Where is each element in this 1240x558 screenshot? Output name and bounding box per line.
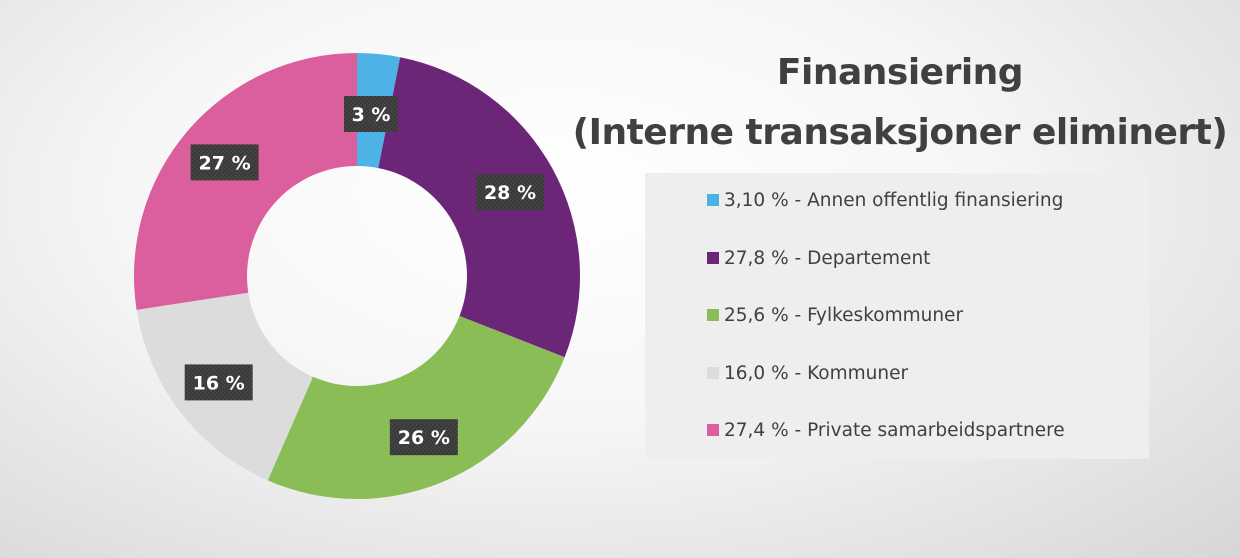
- data-label-annen-offentlig: 3 %: [352, 104, 391, 126]
- data-label-box: [476, 174, 545, 211]
- data-label-kommuner: 16 %: [193, 372, 245, 394]
- legend-label: 27,8 % - Departement: [724, 247, 931, 269]
- legend-item-annen-offentlig: 3,10 % - Annen offentlig finansiering: [707, 185, 1063, 215]
- legend-swatch: [707, 194, 719, 206]
- slice-fylkeskommuner: [267, 316, 565, 499]
- legend-item-private: 27,4 % - Private samarbeidspartnere: [707, 415, 1065, 445]
- legend-label: 16,0 % - Kommuner: [724, 362, 909, 384]
- data-label-private: 27 %: [199, 152, 251, 174]
- chart-subtitle: (Interne transaksjoner eliminert): [572, 112, 1228, 153]
- data-label-box: [190, 144, 259, 181]
- legend-swatch: [707, 252, 719, 264]
- legend-label: 3,10 % - Annen offentlig finansiering: [724, 189, 1064, 211]
- legend-label: 25,6 % - Fylkeskommuner: [724, 304, 964, 326]
- legend-item-fylkeskommuner: 25,6 % - Fylkeskommuner: [707, 300, 963, 330]
- legend-item-kommuner: 16,0 % - Kommuner: [707, 358, 908, 388]
- slice-private: [133, 53, 357, 310]
- data-label-departement: 28 %: [484, 182, 536, 204]
- legend-swatch: [707, 367, 719, 379]
- data-label-box: [389, 419, 458, 456]
- legend-swatch: [707, 309, 719, 321]
- legend-label: 27,4 % - Private samarbeidspartnere: [724, 419, 1065, 441]
- legend: 3,10 % - Annen offentlig finansiering 27…: [645, 173, 1149, 459]
- legend-swatch: [707, 424, 719, 436]
- data-label-fylkeskommuner: 26 %: [398, 427, 450, 449]
- data-label-box: [184, 364, 253, 401]
- data-label-box: [344, 96, 398, 132]
- chart-title: Finansiering: [776, 52, 1024, 93]
- legend-item-departement: 27,8 % - Departement: [707, 243, 930, 273]
